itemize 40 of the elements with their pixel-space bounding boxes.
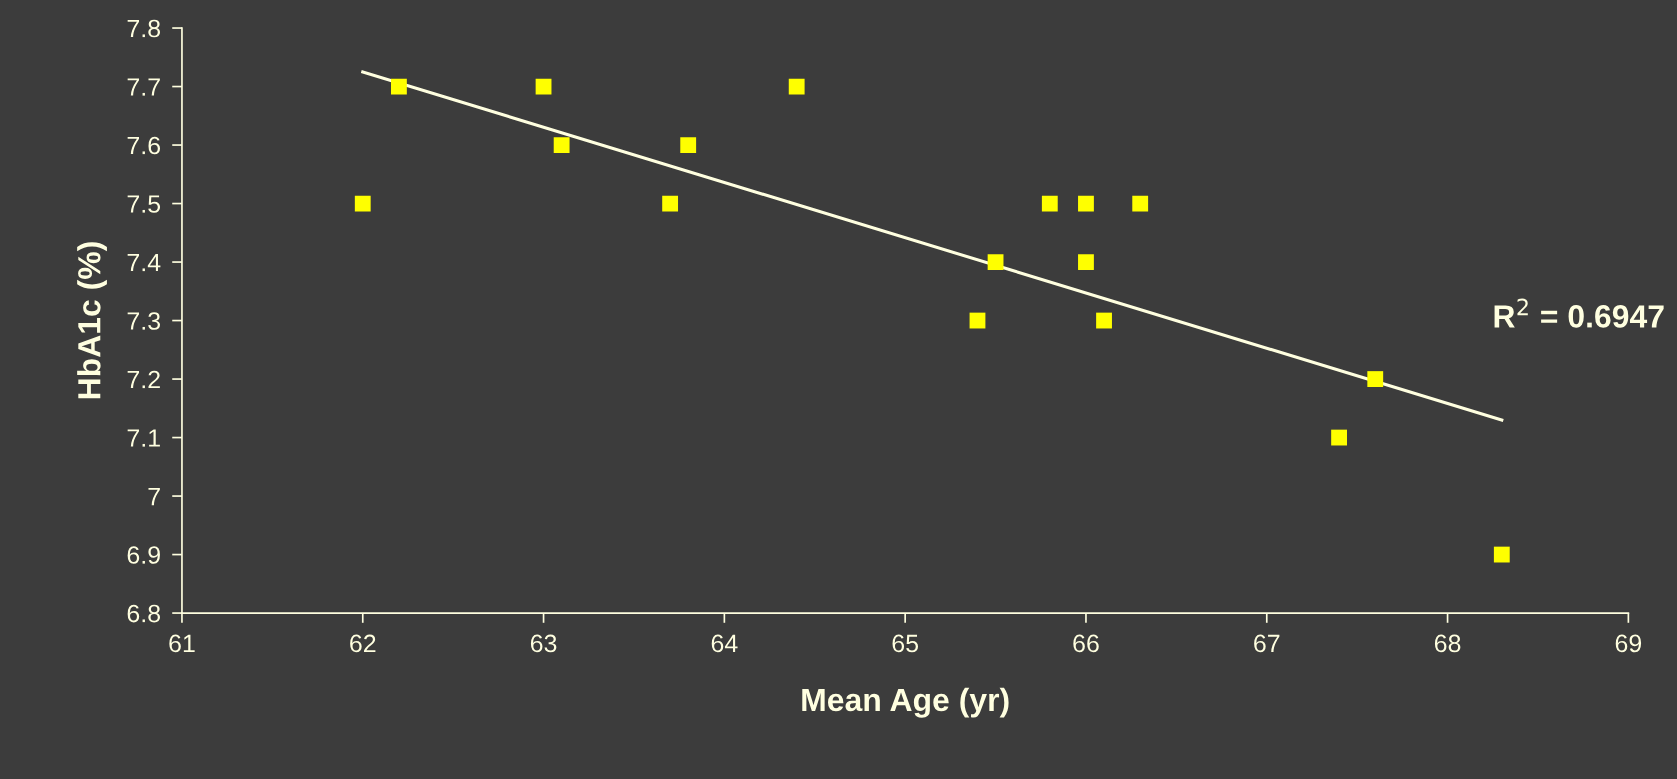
point [1132, 195, 1149, 212]
point [1096, 312, 1112, 329]
y-axis-title: HbA1c (%) [77, 242, 107, 399]
point [1078, 195, 1094, 212]
y-tick-label: 7.6 [127, 136, 161, 155]
y-tick-label: 7.7 [127, 78, 160, 96]
point [535, 78, 552, 95]
point [969, 312, 986, 329]
point [1367, 371, 1384, 387]
y-tick-label: 7.5 [127, 195, 161, 213]
point [1493, 546, 1510, 563]
point [1041, 195, 1058, 212]
y-tick-label: 7.4 [127, 253, 161, 272]
x-tick-label: 65 [892, 634, 919, 653]
point [987, 254, 1004, 270]
point [553, 137, 570, 153]
y-tick-label: 6.8 [127, 604, 161, 623]
x-tick-label: 69 [1615, 634, 1642, 653]
y-tick-label: 7.8 [127, 19, 161, 38]
y-tick-label: 7.2 [127, 370, 160, 389]
x-tick-label: 64 [711, 634, 738, 653]
point [680, 137, 697, 153]
y-tick-label: 7 [148, 487, 160, 506]
x-tick-label: 66 [1073, 634, 1099, 653]
point [662, 195, 679, 212]
point [1331, 429, 1347, 446]
point [354, 195, 371, 212]
x-tick-label: 62 [350, 634, 376, 653]
x-tick-label: 63 [530, 634, 557, 653]
point [788, 78, 805, 95]
y-tick-label: 7.1 [127, 429, 160, 447]
point [1078, 254, 1094, 270]
x-tick-label: 61 [169, 634, 195, 653]
y-tick-label: 7.3 [127, 312, 161, 330]
x-axis-title: Mean Age (yr) [802, 687, 1009, 718]
point [391, 78, 407, 95]
x-tick-label: 67 [1254, 634, 1280, 653]
x-tick-label: 68 [1434, 634, 1461, 653]
annotation: R$^{2}$ = 0.6947 [1494, 298, 1664, 328]
y-tick-label: 6.9 [127, 546, 160, 564]
